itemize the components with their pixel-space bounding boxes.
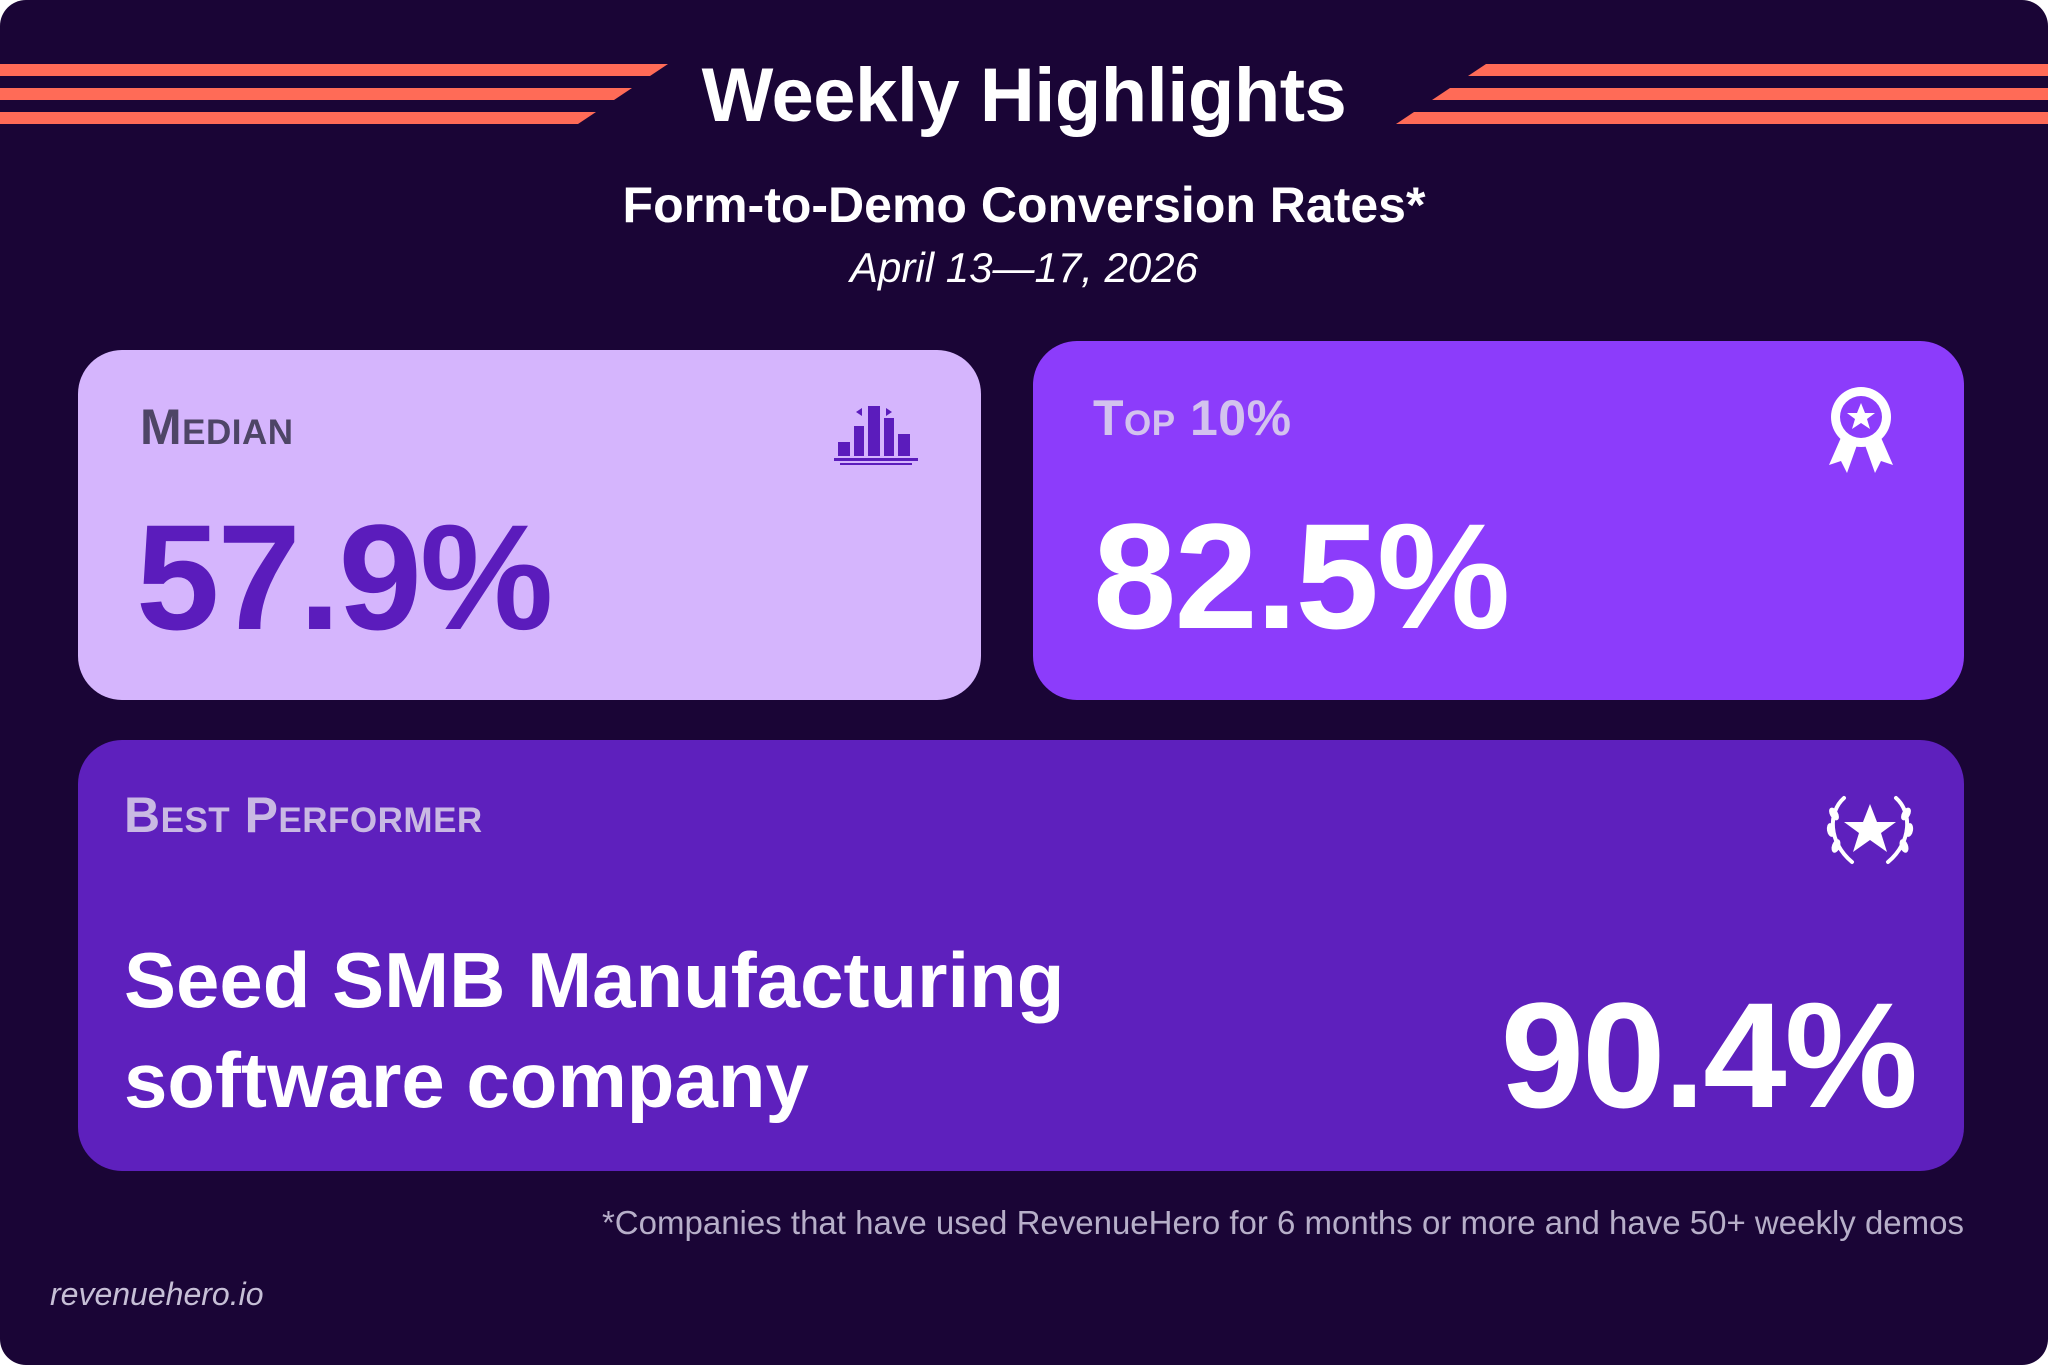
top10-card: Top 10% 82.5% [1033, 341, 1964, 700]
bar-chart-icon [834, 406, 918, 465]
best-performer-name: Seed SMB Manufacturing software company [124, 930, 1224, 1130]
brand-url: revenuehero.io [50, 1276, 264, 1312]
left-stripes [0, 64, 668, 124]
best-performer-name-line2: software company [124, 1036, 809, 1124]
top10-value: 82.5% [1093, 492, 1510, 660]
top10-label: Top 10% [1093, 390, 1292, 446]
best-performer-card: Best Performer Seed SMB Manufacturing so… [78, 740, 1964, 1171]
decorative-stripes [0, 64, 2048, 124]
best-performer-label: Best Performer [124, 787, 483, 843]
date-range: April 13—17, 2026 [850, 244, 1198, 291]
median-label: Median [140, 399, 294, 455]
right-stripes [1396, 64, 2048, 124]
median-value: 57.9% [136, 493, 553, 661]
page-title: Weekly Highlights [701, 53, 1347, 138]
laurel-star-icon [1826, 796, 1914, 864]
best-performer-value: 90.4% [1500, 971, 1918, 1139]
footnote: *Companies that have used RevenueHero fo… [601, 1204, 1964, 1241]
best-performer-name-line1: Seed SMB Manufacturing [124, 936, 1065, 1024]
award-ribbon-icon [1829, 387, 1893, 473]
page-subtitle: Form-to-Demo Conversion Rates* [622, 177, 1426, 233]
median-card: Median 57.9% [78, 350, 981, 700]
